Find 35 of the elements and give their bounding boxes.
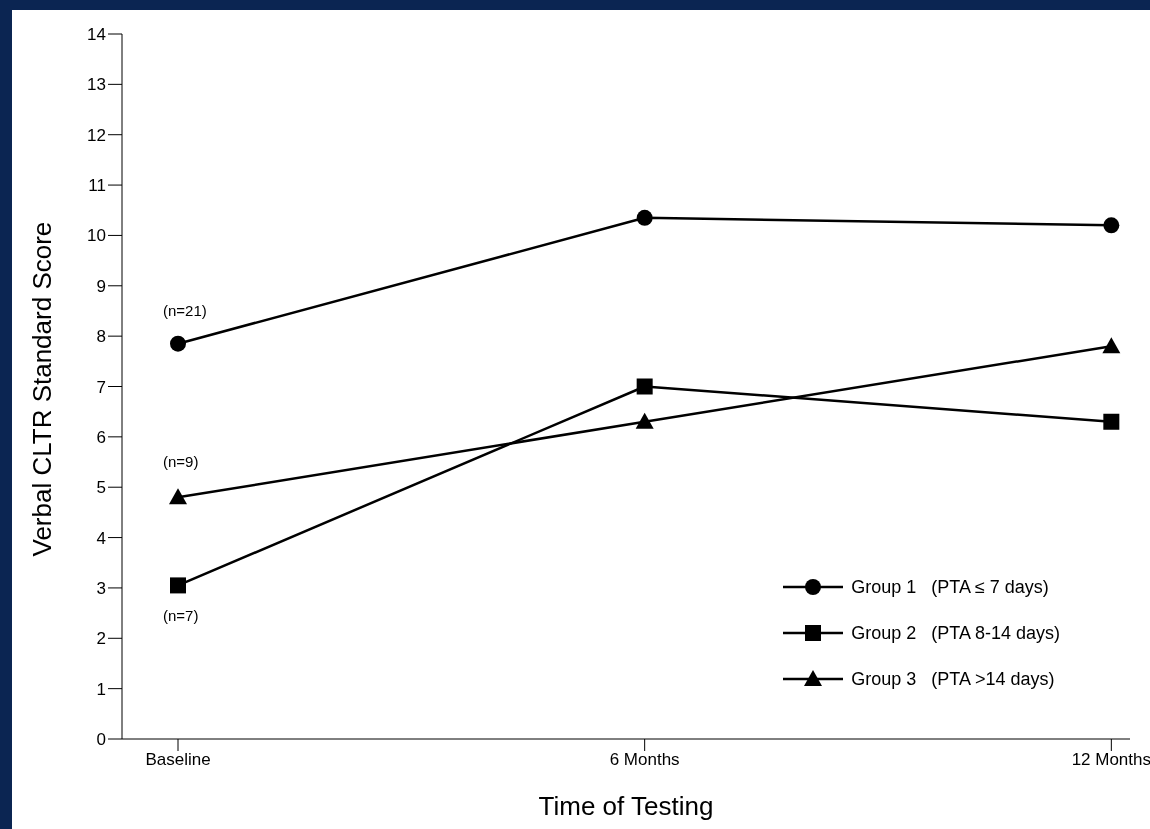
x-axis-title: Time of Testing bbox=[538, 791, 714, 821]
y-tick-label: 6 bbox=[96, 427, 106, 447]
y-tick-label: 11 bbox=[88, 176, 106, 196]
legend-label: Group 3 (PTA >14 days) bbox=[851, 669, 1055, 689]
point bbox=[170, 577, 186, 594]
y-tick-label: 2 bbox=[96, 629, 106, 649]
y-tick-label: 1 bbox=[96, 679, 106, 699]
legend-label: Group 2 (PTA 8-14 days) bbox=[851, 623, 1060, 643]
point bbox=[635, 412, 654, 429]
point bbox=[1102, 337, 1121, 354]
x-tick-label: 12 Months bbox=[1071, 750, 1150, 770]
point bbox=[169, 488, 187, 505]
y-tick-label: 0 bbox=[96, 730, 106, 750]
annotation: (n=9) bbox=[163, 453, 199, 470]
y-tick-label: 13 bbox=[87, 75, 106, 95]
y-tick-label: 8 bbox=[96, 327, 106, 347]
y-tick-label: 3 bbox=[96, 578, 106, 598]
y-tick-label: 12 bbox=[87, 125, 106, 145]
point bbox=[636, 209, 653, 226]
x-tick-label: Baseline bbox=[145, 750, 211, 770]
point bbox=[170, 335, 186, 352]
x-tick-label: 6 Months bbox=[609, 750, 680, 770]
y-tick-label: 14 bbox=[87, 25, 106, 45]
point bbox=[636, 378, 653, 395]
point bbox=[1103, 413, 1120, 430]
y-tick-label: 7 bbox=[96, 377, 106, 397]
y-tick-label: 9 bbox=[96, 276, 106, 296]
y-axis-title: Verbal CLTR Standard Score bbox=[27, 221, 58, 557]
y-tick-label: 4 bbox=[96, 528, 106, 548]
y-tick-label: 5 bbox=[96, 478, 106, 498]
point bbox=[1103, 217, 1120, 234]
legend-label: Group 1 (PTA ≤ 7 days) bbox=[851, 577, 1049, 597]
annotation: (n=21) bbox=[163, 302, 207, 319]
annotation: (n=7) bbox=[163, 607, 199, 624]
y-tick-label: 10 bbox=[87, 226, 106, 246]
